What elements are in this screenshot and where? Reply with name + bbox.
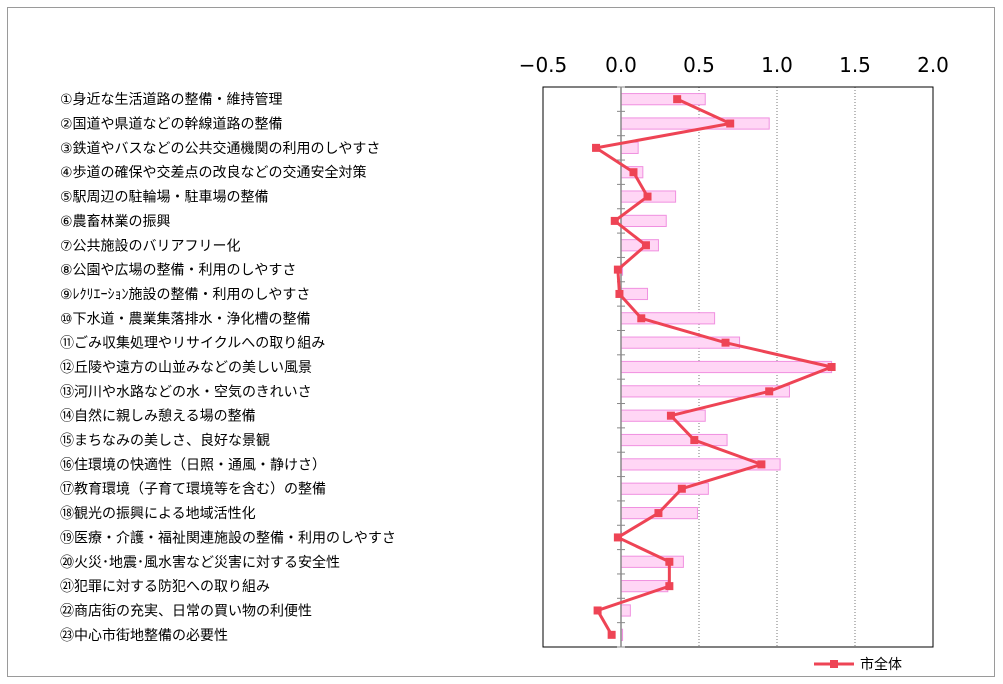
line-point-marker: [765, 387, 774, 396]
line-point-marker: [666, 411, 675, 420]
legend-label: 市全体: [860, 656, 902, 673]
zero-axis-layer: [617, 86, 625, 648]
line-point-marker: [610, 216, 619, 225]
chart-frame: −0.5 0.0 0.5 1.0 1.5 2.0 ①身近な生活道路の整備・維持管理 ②国道や…: [7, 7, 995, 677]
category-label: ㉒商店街の充実、日常の買い物の利便性: [60, 603, 312, 619]
category-label: ⑫丘陵や遠方の山並みなどの美しい風景: [60, 360, 312, 376]
bar: [620, 604, 631, 617]
bar: [620, 360, 833, 374]
category-label: ⑧公園や広場の整備・利用のしやすさ: [60, 263, 296, 279]
line-point-marker: [677, 484, 686, 493]
category-label: ③鉄道やバスなどの公共交通機関の利用のしやすさ: [60, 140, 380, 157]
line-point-marker: [629, 168, 638, 177]
line-point-marker: [592, 143, 601, 152]
bar: [620, 287, 649, 301]
x-tick-label: 0.0: [605, 53, 637, 77]
bar: [620, 312, 716, 325]
line-point-marker: [757, 460, 766, 469]
line-point-marker: [641, 241, 650, 250]
chart-svg: −0.5 0.0 0.5 1.0 1.5 2.0 ①身近な生活道路の整備・維持管理 ②国道や…: [60, 53, 949, 673]
category-label: ⑰教育環境（子育て環境等を含む）の整備: [60, 481, 326, 498]
category-label-layer: ①身近な生活道路の整備・維持管理 ②国道や県道などの幹線道路の整備 ③鉄道やバスなど…: [60, 92, 396, 644]
line-point-marker: [665, 557, 674, 566]
bar: [620, 93, 706, 106]
x-tick-label: 2.0: [917, 53, 949, 77]
line-point-marker: [637, 314, 646, 323]
line-point-marker: [643, 192, 652, 201]
tick-label-layer: −0.5 0.0 0.5 1.0 1.5 2.0: [519, 53, 949, 77]
line-point-marker: [607, 630, 616, 639]
category-label: ⑯住環境の快適性（日照・通風・静けさ）: [60, 456, 326, 473]
line-point-marker: [613, 533, 622, 542]
category-label: ⑮まちなみの美しさ、良好な景観: [60, 432, 270, 449]
line-point-marker: [654, 509, 663, 518]
line-point-marker: [665, 582, 674, 591]
category-label: ⑪ごみ収集処理やリサイクルへの取り組み: [60, 335, 325, 352]
x-tick-label: 1.0: [761, 53, 793, 77]
category-label: ⑤駅周辺の駐輪場・駐車場の整備: [60, 189, 269, 206]
x-tick-label: 0.5: [683, 53, 715, 77]
category-label: ⑱観光の振興による地域活性化: [60, 505, 256, 522]
category-label: ⑥農畜林業の振興: [60, 214, 171, 230]
category-label: ⑳火災･地震･風水害など災害に対する安全性: [60, 554, 340, 571]
category-label: ⑩下水道・農業集落排水・浄化槽の整備: [60, 310, 311, 327]
bar: [620, 214, 667, 228]
category-label: ④歩道の確保や交差点の改良などの交通安全対策: [60, 164, 367, 181]
category-label: ⑦公共施設のバリアフリー化: [60, 238, 241, 254]
line-point-marker: [593, 606, 602, 615]
category-label: ⑲医療・介護・福祉関連施設の整備・利用のしやすさ: [60, 529, 396, 546]
line-point-marker: [673, 95, 682, 104]
category-label: ①身近な生活道路の整備・維持管理: [60, 92, 283, 108]
x-tick-label: 1.5: [839, 53, 871, 77]
category-label: ㉑犯罪に対する防犯への取り組み: [60, 579, 270, 595]
line-point-marker: [726, 119, 735, 128]
bar: [620, 555, 684, 568]
line-point-marker: [690, 436, 699, 445]
category-label: ⑬河川や水路などの水・空気のきれいさ: [60, 384, 312, 400]
bar: [620, 117, 770, 130]
line-point-marker: [613, 265, 622, 274]
category-label: ②国道や県道などの幹線道路の整備: [60, 116, 283, 133]
line-point-marker: [615, 289, 624, 298]
legend: 市全体: [814, 656, 902, 673]
category-label: ㉓中心市街地整備の必要性: [60, 627, 228, 644]
category-label: ⑨ﾚｸﾘｴｰｼｮﾝ施設の整備・利用のしやすさ: [60, 287, 310, 303]
legend-marker-swatch: [830, 660, 838, 668]
line-point-marker: [721, 338, 730, 347]
bar: [620, 433, 728, 447]
bar-layer: [620, 93, 833, 641]
category-label: ⑭自然に親しみ憩える場の整備: [60, 408, 256, 425]
bar: [620, 458, 781, 471]
plot-area-border: [542, 86, 934, 648]
line-point-marker: [827, 363, 836, 371]
line-layer: [592, 95, 836, 639]
x-tick-label: −0.5: [519, 53, 568, 77]
